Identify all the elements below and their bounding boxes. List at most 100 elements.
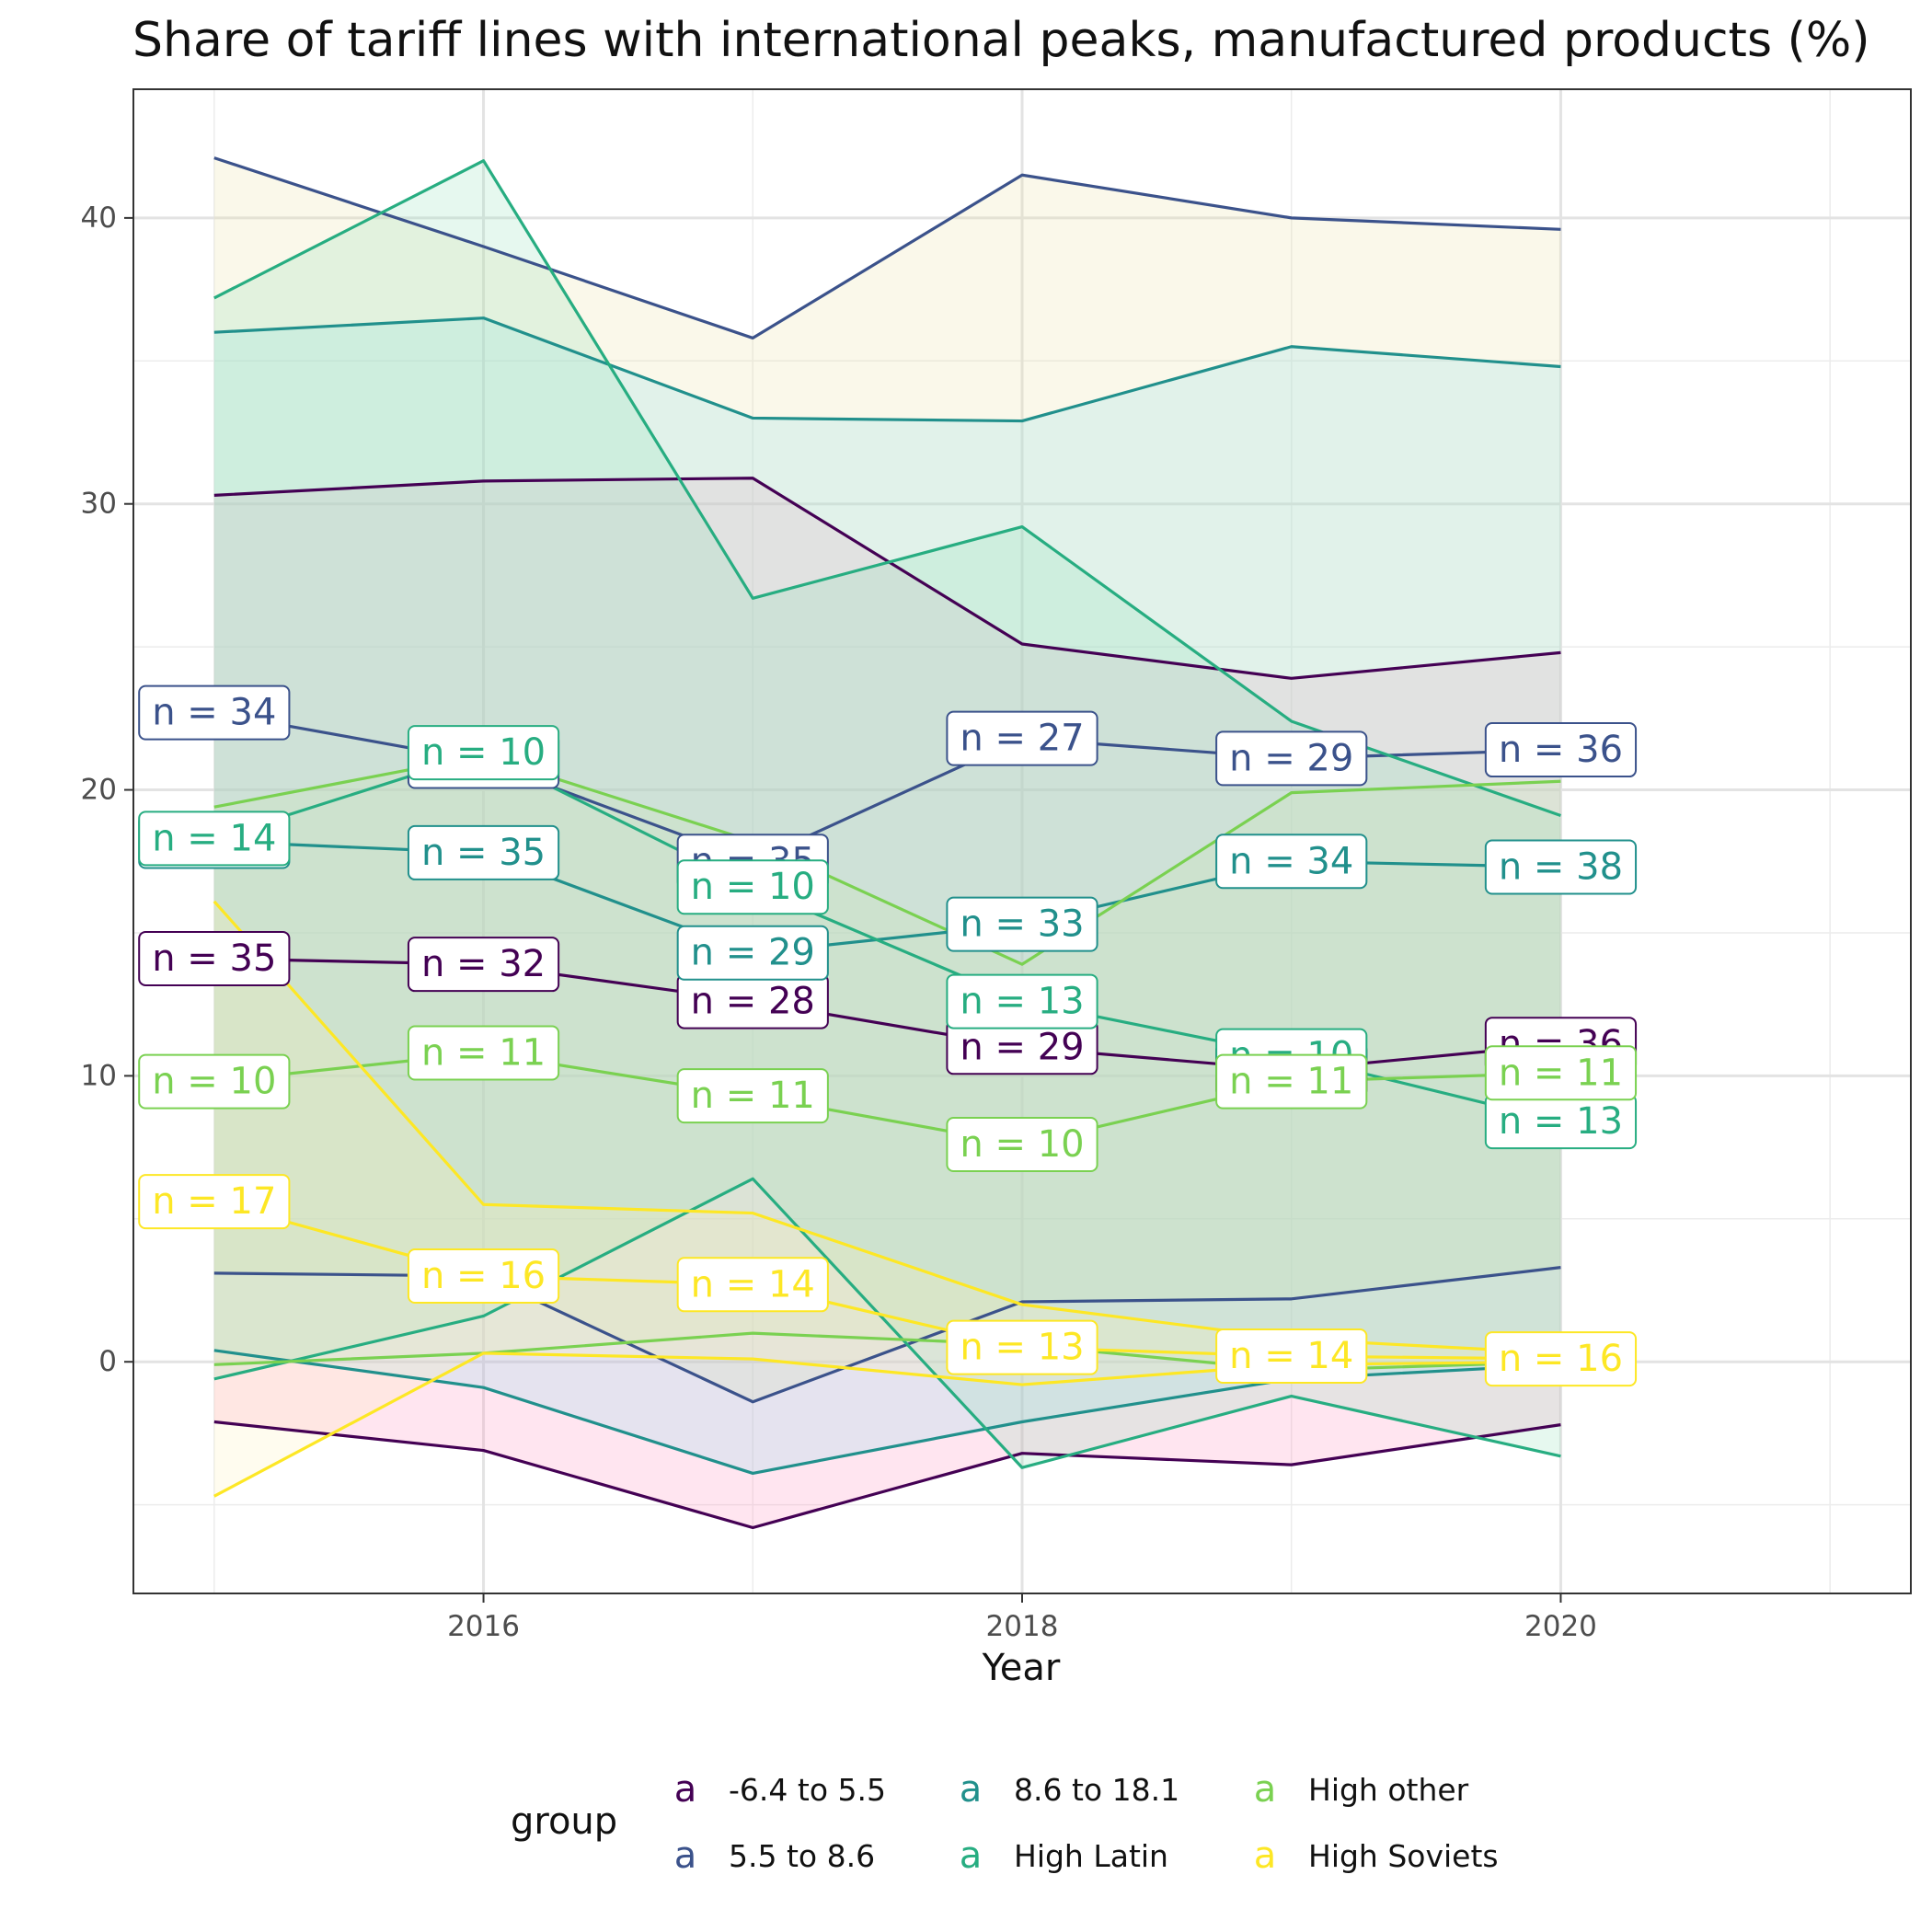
count-label-box	[1215, 1328, 1368, 1385]
count-label-text: n = 10	[421, 731, 546, 774]
count-label-text: n = 11	[1229, 1061, 1353, 1103]
count-label-box	[946, 896, 1098, 952]
series-line-upper-1	[213, 156, 1561, 340]
legend-label: High Latin	[1014, 1837, 1168, 1874]
count-label-box	[138, 1174, 291, 1230]
count-label-box	[407, 725, 560, 781]
count-label-box	[407, 1248, 560, 1304]
x-axis-title: Year	[982, 1647, 1061, 1689]
count-label-text: n = 13	[960, 981, 1084, 1023]
count-label: n = 28	[676, 973, 829, 1029]
y-tick-label: 40	[81, 201, 117, 235]
count-label-box	[407, 824, 560, 880]
count-label-text: n = 10	[152, 1061, 276, 1103]
count-label-text: n = 11	[1499, 1052, 1623, 1094]
count-label: n = 35	[407, 824, 560, 880]
y-tick-label: 0	[98, 1345, 117, 1378]
count-label-text: n = 29	[960, 1026, 1084, 1068]
band-3	[213, 160, 1561, 1468]
count-label-box	[676, 1068, 829, 1124]
count-label-text: n = 29	[691, 932, 815, 974]
count-label: n = 13	[946, 973, 1098, 1029]
count-label-text: n = 35	[152, 937, 276, 980]
count-label: n = 11	[676, 1068, 829, 1124]
legend-key-glyph: a	[1253, 1768, 1277, 1811]
count-label: n = 10	[407, 725, 560, 781]
count-label-box	[1215, 1053, 1368, 1110]
count-label-box	[946, 1319, 1098, 1375]
count-label: n = 16	[407, 1248, 560, 1304]
count-label: n = 11	[407, 1025, 560, 1081]
count-label-text: n = 14	[691, 1263, 815, 1305]
count-label: n = 10	[138, 1053, 291, 1110]
count-label-box	[946, 973, 1098, 1029]
count-label: n = 14	[1215, 1328, 1368, 1385]
count-label-text: n = 35	[421, 832, 546, 874]
legend-key-glyph: a	[673, 1768, 697, 1811]
count-label-box	[138, 684, 291, 741]
legend-label: 8.6 to 18.1	[1014, 1771, 1180, 1808]
count-label-box	[407, 937, 560, 993]
count-label: n = 17	[138, 1174, 291, 1230]
count-label: n = 35	[138, 930, 291, 986]
x-tick-label: 2018	[986, 1610, 1059, 1643]
count-label-text: n = 11	[691, 1075, 815, 1117]
count-label: n = 29	[676, 925, 829, 981]
count-label: n = 33	[946, 896, 1098, 952]
legend-item: a High other	[1242, 1762, 1469, 1817]
count-label: n = 16	[1484, 1331, 1638, 1387]
legend-key-glyph: a	[959, 1768, 983, 1811]
legend-label: High Soviets	[1308, 1837, 1499, 1874]
band-2	[213, 317, 1561, 1474]
count-label: n = 38	[1484, 839, 1638, 895]
count-label-text: n = 36	[1499, 729, 1623, 771]
count-label: n = 27	[946, 710, 1098, 766]
count-label: n = 11	[1484, 1045, 1638, 1101]
count-label-text: n = 34	[1229, 840, 1353, 882]
count-labels: n = 35 n = 32 n = 28 n = 29 n = 29 n = 36 n = …	[138, 684, 1638, 1387]
count-label-box	[1484, 839, 1638, 895]
series-line-upper-2	[213, 316, 1561, 423]
count-label: n = 36	[1484, 722, 1638, 778]
count-label-text: n = 17	[152, 1180, 276, 1223]
legend-key-glyph: a	[1253, 1834, 1277, 1877]
legend-item: a High Soviets	[1242, 1828, 1499, 1883]
count-label: n = 14	[676, 1257, 829, 1313]
count-label: n = 13	[946, 1319, 1098, 1375]
count-label: n = 11	[1215, 1053, 1368, 1110]
y-tick-label: 20	[81, 774, 117, 807]
band-4	[213, 755, 1561, 1371]
count-label-text: n = 28	[691, 981, 815, 1023]
count-label-box	[138, 811, 291, 867]
legend-item: a 8.6 to 18.1	[948, 1762, 1179, 1817]
count-label: n = 34	[138, 684, 291, 741]
legend-label: -6.4 to 5.5	[729, 1771, 886, 1808]
count-label: n = 32	[407, 937, 560, 993]
x-tick-label: 2020	[1524, 1610, 1597, 1643]
count-label-box	[138, 1053, 291, 1110]
count-label: n = 13	[1484, 1094, 1638, 1150]
legend-title: group	[511, 1800, 618, 1843]
count-label-box	[1215, 834, 1368, 890]
count-label-text: n = 27	[960, 718, 1084, 760]
count-label-box	[946, 710, 1098, 766]
count-label-box	[1484, 1331, 1638, 1387]
count-label-text: n = 14	[152, 817, 276, 859]
count-label-box	[138, 930, 291, 986]
legend-item: a -6.4 to 5.5	[662, 1762, 886, 1817]
count-label-text: n = 33	[960, 903, 1084, 946]
series-line-lower-0	[213, 1420, 1561, 1530]
count-label-text: n = 10	[691, 866, 815, 908]
axes: 2016 2018 2020 0 10 20 30 40	[81, 201, 1597, 1643]
count-label-box	[1215, 730, 1368, 787]
count-label-text: n = 34	[152, 692, 276, 734]
count-label-box	[407, 1025, 560, 1081]
count-label-box	[946, 1116, 1098, 1172]
count-label-box	[676, 859, 829, 915]
count-label-text: n = 29	[1229, 737, 1353, 779]
count-label-box	[1484, 1045, 1638, 1101]
chart-title: Share of tariff lines with international…	[132, 13, 1870, 68]
legend-item: a 5.5 to 8.6	[662, 1828, 875, 1883]
count-label-box	[676, 925, 829, 981]
